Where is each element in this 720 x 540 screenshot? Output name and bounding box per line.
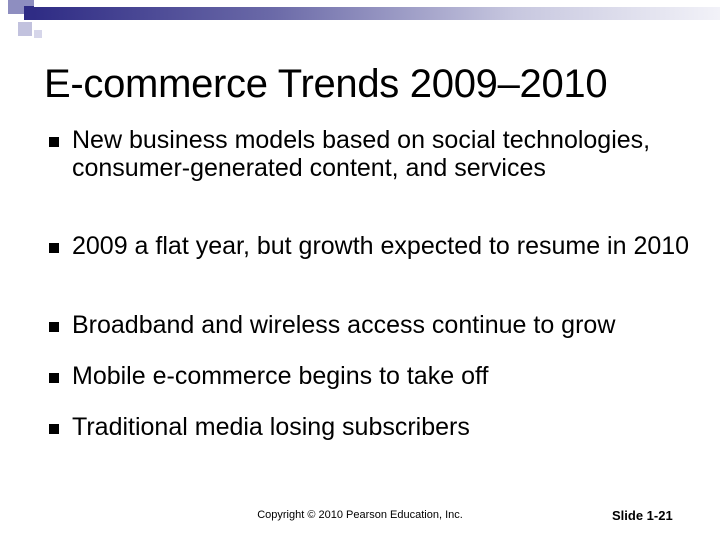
header-decoration — [0, 0, 720, 50]
bullet-text: Mobile e-commerce begins to take off — [72, 362, 489, 390]
copyright-footer: Copyright © 2010 Pearson Education, Inc. — [257, 509, 463, 521]
square-bullet-icon — [49, 373, 59, 383]
bullet-text: 2009 a flat year, but growth expected to… — [72, 232, 690, 260]
deco-square-light — [18, 22, 32, 36]
deco-square-dark — [24, 6, 34, 20]
square-bullet-icon — [49, 137, 59, 147]
bullet-text: Broadband and wireless access continue t… — [72, 311, 616, 339]
square-bullet-icon — [49, 424, 59, 434]
slide-number: Slide 1-21 — [612, 508, 673, 523]
deco-square-small — [34, 30, 42, 38]
header-gradient-bar — [34, 7, 720, 20]
bullet-text: New business models based on social tech… — [72, 126, 651, 182]
bullet-text: Traditional media losing subscribers — [72, 413, 470, 441]
square-bullet-icon — [49, 243, 59, 253]
slide-title: E-commerce Trends 2009–2010 — [44, 62, 608, 106]
square-bullet-icon — [49, 322, 59, 332]
